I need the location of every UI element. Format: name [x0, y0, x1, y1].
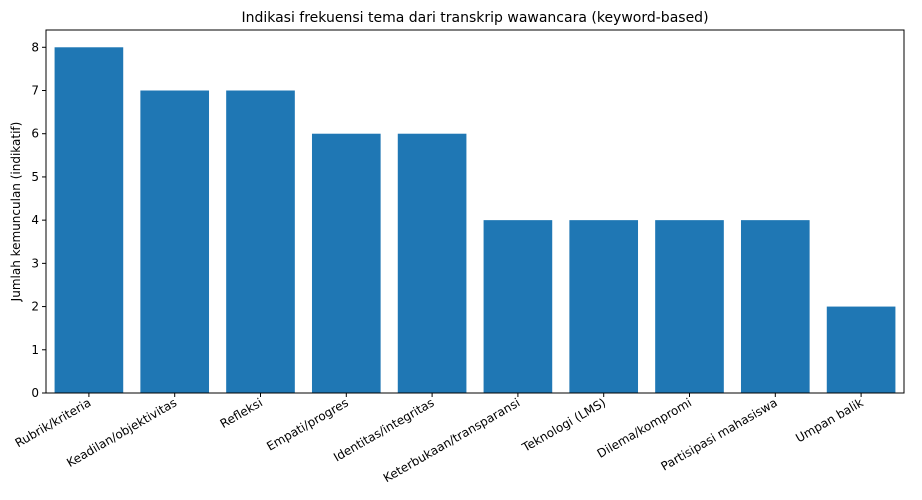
y-tick-label-3: 3 [31, 256, 39, 270]
plot-area: 0 1 2 3 4 5 6 7 8 Rubrik/kriteriaKeadilan/objekt… [13, 29, 905, 485]
bar-8 [740, 220, 810, 393]
y-ticks-group: 0 1 2 3 4 5 6 7 8 [31, 40, 46, 400]
bar-9 [826, 306, 896, 393]
y-tick-label-5: 5 [31, 170, 39, 184]
x-tick-label-2: Refleksi [218, 395, 265, 430]
bar-1 [140, 90, 210, 393]
chart-title: Indikasi frekuensi tema dari transkrip w… [241, 10, 708, 26]
y-tick-label-6: 6 [31, 127, 39, 141]
bar-7 [655, 220, 724, 393]
y-tick-label-4: 4 [31, 213, 39, 227]
bar-5 [483, 220, 553, 393]
bars-group [54, 47, 896, 394]
x-tick-label-0: Rubrik/kriteria [13, 395, 94, 450]
y-tick-label-2: 2 [31, 300, 39, 314]
bar-0 [54, 47, 124, 394]
y-tick-label-7: 7 [31, 84, 39, 98]
y-tick-label-0: 0 [31, 386, 39, 400]
plot-frame [45, 29, 905, 394]
bar-4 [397, 133, 467, 393]
x-tick-label-3: Empati/progres [264, 395, 351, 453]
y-tick-label-1: 1 [31, 343, 39, 357]
bar-6 [569, 220, 639, 393]
y-tick-label-8: 8 [31, 40, 39, 54]
x-tick-label-6: Teknologi (LMS) [519, 395, 608, 455]
y-axis-label: Jumlah kemunculan (indikatif) [9, 122, 23, 303]
bar-2 [226, 90, 295, 393]
x-tick-label-5: Keterbukaan/transparansi [381, 395, 522, 485]
x-tick-label-9: Umpan balik [793, 395, 865, 445]
bar-3 [311, 133, 381, 393]
